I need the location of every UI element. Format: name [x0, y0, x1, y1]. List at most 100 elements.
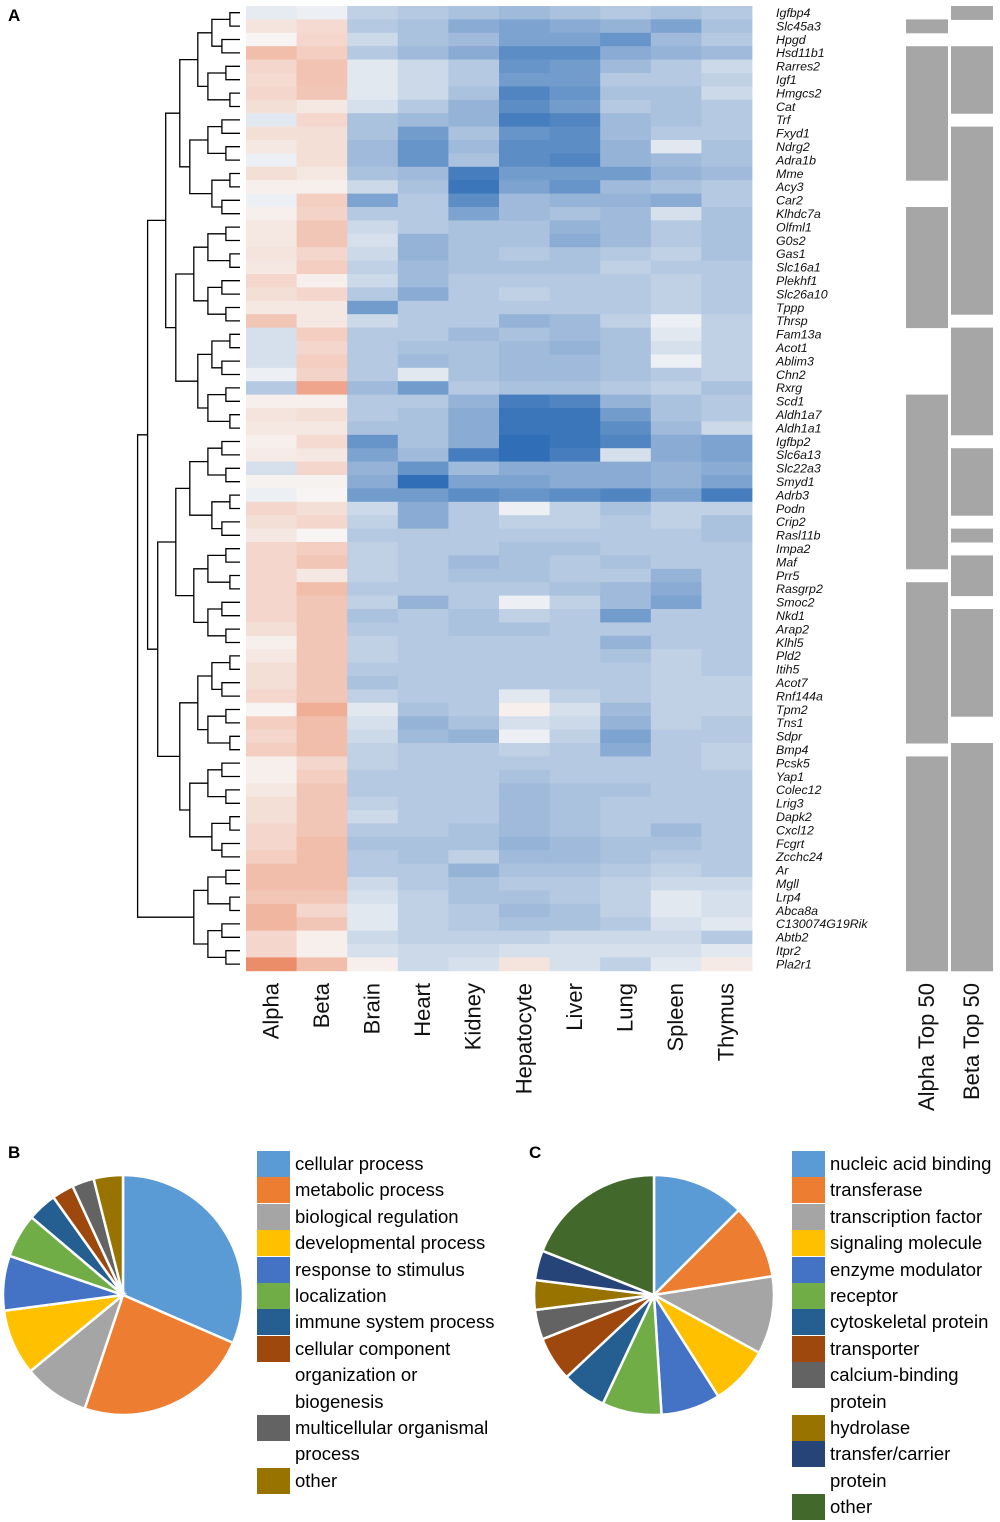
- heatmap-cell: [296, 555, 348, 570]
- heatmap-cell: [650, 434, 702, 449]
- heatmap-cell: [347, 823, 399, 838]
- heatmap-cell: [448, 622, 500, 637]
- heatmap-cell: [701, 689, 753, 704]
- top50-cell: [951, 341, 993, 355]
- heatmap-cell: [347, 635, 399, 650]
- heatmap-cell: [600, 367, 652, 382]
- top50-cell: [906, 434, 948, 449]
- heatmap-cell: [246, 367, 297, 382]
- heatmap-cell: [246, 823, 297, 838]
- heatmap-cell: [600, 220, 652, 235]
- heatmap-cell: [296, 649, 348, 663]
- column-label: Thymus: [714, 983, 739, 1061]
- gene-label: Pcsk5: [776, 756, 810, 770]
- heatmap-cell: [448, 836, 500, 851]
- heatmap-cell: [650, 823, 702, 838]
- heatmap-cell: [397, 702, 449, 717]
- heatmap-cell: [448, 367, 500, 382]
- heatmap-cell: [296, 810, 348, 824]
- legend-swatch: [257, 1177, 290, 1204]
- heatmap-cell: [650, 233, 702, 248]
- heatmap-cell: [397, 300, 449, 315]
- heatmap-cell: [650, 6, 702, 20]
- heatmap-cell: [499, 702, 550, 717]
- gene-label: Acot1: [775, 341, 808, 355]
- heatmap-cell: [397, 635, 449, 650]
- heatmap-cell: [448, 381, 500, 395]
- heatmap-cell: [499, 207, 550, 221]
- heatmap-cell: [397, 367, 449, 382]
- heatmap-cell: [448, 649, 500, 663]
- legend-label: localization: [295, 1285, 387, 1307]
- gene-label: Klhdc7a: [776, 207, 821, 221]
- top50-cell: [951, 568, 993, 583]
- heatmap-cell: [650, 354, 702, 369]
- heatmap-cell: [246, 917, 297, 931]
- heatmap-cell: [296, 260, 348, 275]
- heatmap-cell: [499, 354, 550, 369]
- heatmap-cell: [448, 917, 500, 931]
- heatmap-cell: [600, 408, 652, 422]
- heatmap-cell: [701, 59, 753, 74]
- heatmap-cell: [650, 153, 702, 168]
- heatmap-cell: [246, 542, 297, 556]
- top50-cell: [906, 408, 948, 422]
- heatmap-cell: [499, 515, 550, 529]
- top50-cell: [906, 930, 948, 945]
- gene-label: Hpgd: [776, 33, 807, 47]
- heatmap-cell: [246, 153, 297, 168]
- heatmap-cell: [600, 689, 652, 704]
- heatmap-cell: [701, 649, 753, 663]
- top50-cell: [951, 850, 993, 865]
- heatmap-cell: [397, 542, 449, 556]
- heatmap-cell: [499, 716, 550, 730]
- heatmap-cell: [397, 461, 449, 476]
- heatmap-cell: [650, 649, 702, 663]
- top50-cell: [906, 622, 948, 637]
- heatmap-cell: [499, 274, 550, 288]
- heatmap-cell: [246, 448, 297, 462]
- heatmap-cell: [246, 166, 297, 181]
- gene-label: Rasl11b: [776, 529, 821, 543]
- top50-cell: [951, 126, 993, 141]
- heatmap-cell: [600, 917, 652, 931]
- heatmap-cell: [296, 207, 348, 221]
- heatmap-cell: [397, 19, 449, 34]
- heatmap-cell: [499, 6, 550, 20]
- heatmap-cell: [296, 314, 348, 328]
- heatmap-cell: [600, 702, 652, 717]
- heatmap-cell: [246, 555, 297, 570]
- top50-cell: [951, 863, 993, 878]
- heatmap-cell: [701, 421, 753, 436]
- heatmap-cell: [347, 568, 399, 583]
- heatmap-cell: [650, 421, 702, 436]
- heatmap-cell: [397, 59, 449, 74]
- top50-cell: [906, 810, 948, 824]
- top50-cell: [951, 930, 993, 945]
- heatmap-cell: [246, 743, 297, 757]
- top50-cell: [906, 877, 948, 891]
- gene-label: Pld2: [776, 649, 801, 663]
- heatmap-cell: [549, 796, 601, 811]
- heatmap-cell: [347, 19, 399, 34]
- gene-label: Itpr2: [776, 944, 801, 958]
- heatmap-cell: [246, 207, 297, 221]
- heatmap-cell: [650, 836, 702, 851]
- heatmap-cell: [650, 890, 702, 905]
- heatmap-cell: [397, 528, 449, 543]
- heatmap-cell: [549, 836, 601, 851]
- heatmap-cell: [549, 676, 601, 690]
- heatmap-cell: [499, 394, 550, 409]
- heatmap-cell: [701, 126, 753, 141]
- heatmap-cell: [246, 676, 297, 690]
- heatmap-cell: [246, 19, 297, 34]
- top50-cell: [951, 555, 993, 570]
- top50-cell: [906, 582, 948, 597]
- heatmap-cell: [448, 769, 500, 784]
- heatmap-cell: [549, 193, 601, 208]
- gene-label: Plekhf1: [776, 274, 817, 288]
- gene-label: Tns1: [776, 716, 804, 730]
- gene-label: Igfbp2: [776, 435, 811, 449]
- heatmap-cell: [448, 300, 500, 315]
- heatmap-cell: [246, 354, 297, 369]
